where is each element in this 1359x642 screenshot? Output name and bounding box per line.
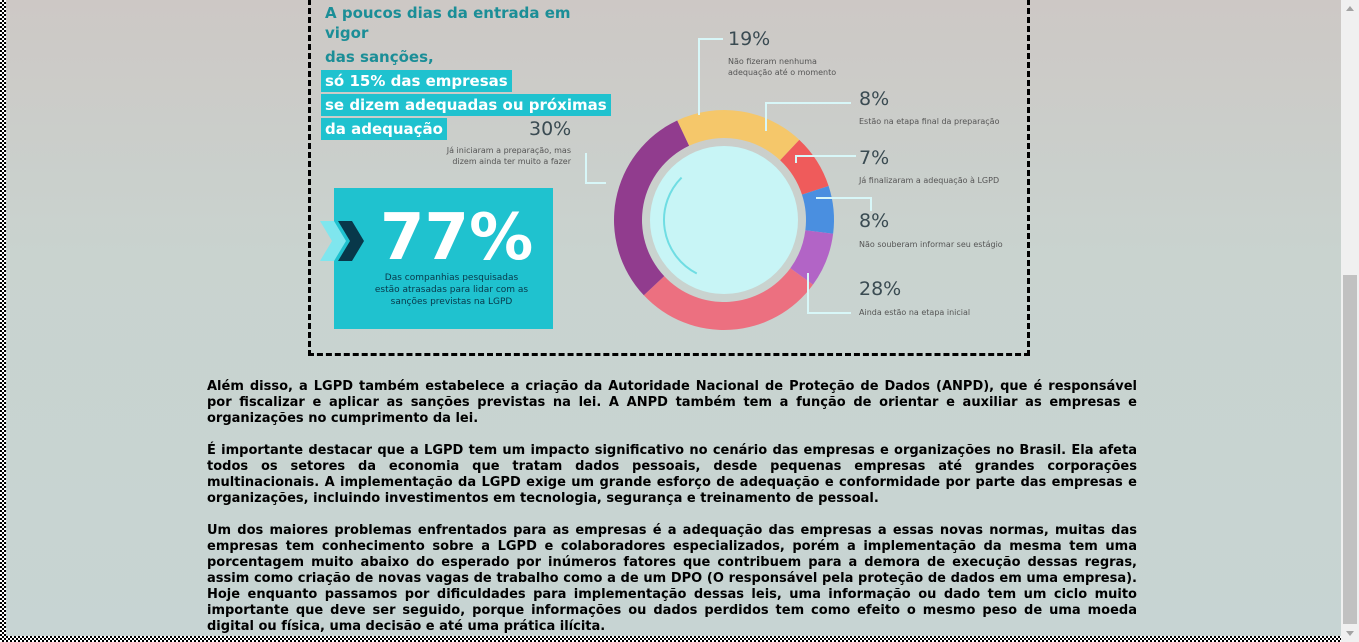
desc-label-7: Já finalizaram a adequação à LGPD [859,176,1000,185]
donut-slice-3 [790,230,834,285]
article-body: Além disso, a LGPD também estabelece a c… [207,379,1137,636]
scroll-down-arrow-icon[interactable] [1341,625,1359,642]
pct-label-8-final: 8% [859,88,890,110]
scrollbar-thumb[interactable] [1343,275,1357,624]
article-paragraph-2: É importante destacar que a LGPD tem um … [207,443,1137,506]
leader-line-3 [816,197,872,211]
stat-box: 77% Das companhias pesquisadas estão atr… [320,188,553,329]
donut-slice-4 [643,268,813,330]
donut-slice-1 [780,139,829,195]
stat-big-percent: 77% [380,201,534,275]
lgpd-infographic-image: A poucos dias da entrada em vigor das sa… [308,0,1030,356]
donut-slice-0 [677,110,800,161]
desc-label-8-unknown: Não souberam informar seu estágio [859,240,1003,249]
headline-line-2-highlight: só 15% das empresas [321,70,512,92]
pct-label-19: 19% [728,28,771,50]
chevron-right-icon [320,221,364,261]
pct-label-30: 30% [529,118,572,140]
headline-line-2-plain: das sanções, [325,48,434,66]
desc-label-8-final: Estão na etapa final da preparação [859,117,1000,126]
headline-line-1: A poucos dias da entrada em vigor [325,4,571,42]
pct-label-8-unknown: 8% [859,210,890,232]
leader-line-2 [795,155,856,163]
article-paragraph-3: Um dos maiores problemas enfrentados par… [207,523,1137,634]
page-content: A poucos dias da entrada em vigor das sa… [6,0,1341,636]
headline-line-3: se dizem adequadas ou próximas [321,94,611,116]
desc-label-28: Ainda estão na etapa inicial [859,308,971,317]
scroll-up-arrow-icon[interactable] [1341,0,1359,17]
vertical-scrollbar[interactable] [1341,0,1359,642]
stat-caption: Das companhias pesquisadas estão atrasad… [374,273,529,307]
headline-line-4: da adequação [321,118,447,140]
donut-slice-2 [801,186,834,234]
leader-line-4 [807,273,851,314]
desc-label-19: Não fizeram nenhuma adequação até o mome… [728,57,837,77]
donut-center-arc [663,176,698,275]
leader-line-1 [765,102,851,131]
infographic-headline: A poucos dias da entrada em vigor das sa… [321,1,621,141]
leader-line-5 [585,153,606,184]
leader-line-0 [698,38,723,115]
donut-slice-5 [614,120,690,296]
pct-label-28: 28% [859,278,902,300]
desc-label-30: Já iniciaram a preparação, mas dizem ain… [446,146,571,166]
donut-center [650,146,798,294]
article-paragraph-1: Além disso, a LGPD também estabelece a c… [207,379,1137,426]
pct-label-7: 7% [859,147,890,169]
donut-chart [585,38,872,330]
